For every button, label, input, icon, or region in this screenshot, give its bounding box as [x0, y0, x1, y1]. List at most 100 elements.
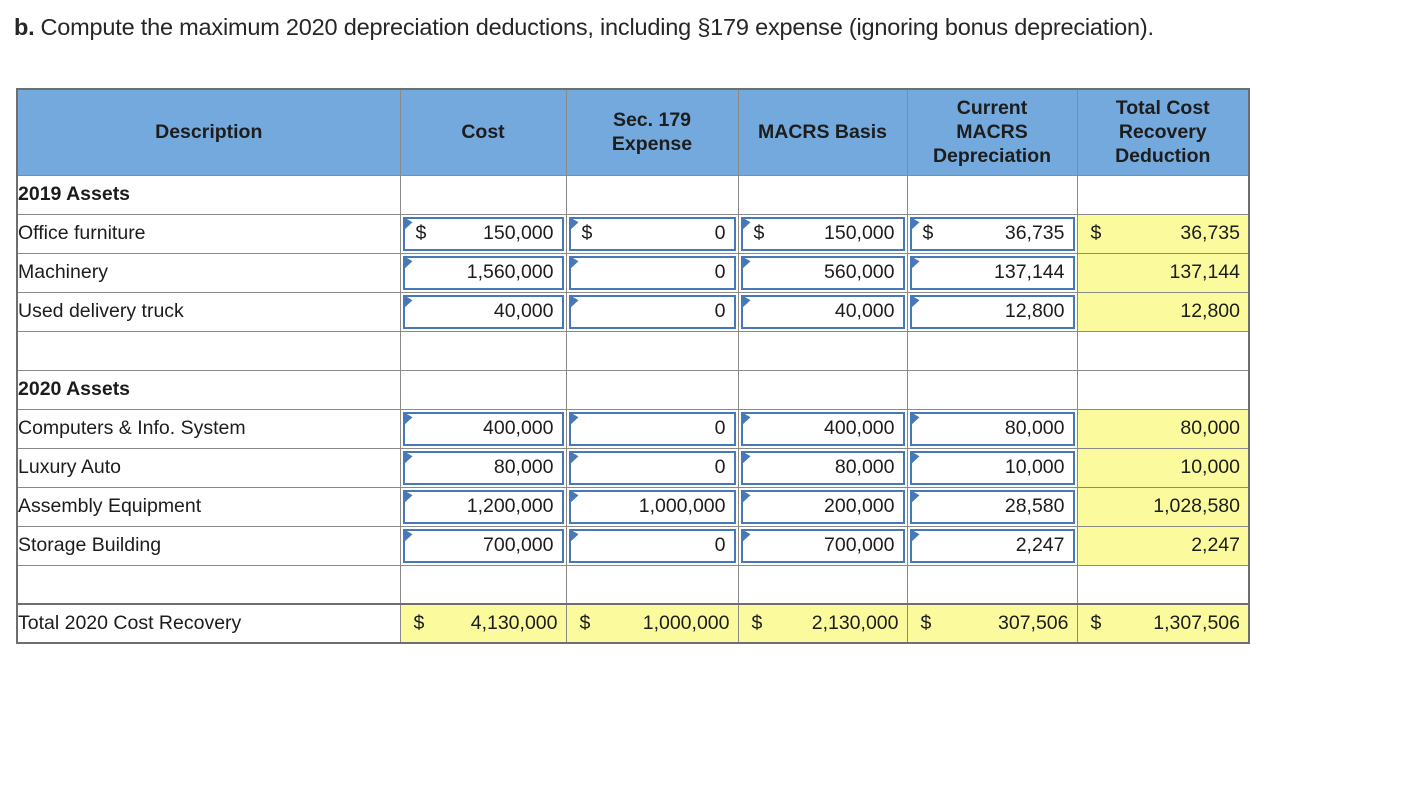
- sec179-expense-input[interactable]: 0: [568, 255, 736, 290]
- cost-input[interactable]: $150,000: [402, 216, 564, 251]
- cell-value: 150,000: [483, 222, 554, 244]
- cell-flag-icon: [402, 294, 413, 310]
- cell-value: 80,000: [834, 456, 895, 478]
- cost-input[interactable]: 1,200,000: [402, 489, 564, 524]
- cell-value: 10,000: [1180, 456, 1240, 478]
- sec179-expense-input[interactable]: 0: [568, 294, 736, 329]
- current-macrs-input[interactable]: 80,000: [909, 411, 1075, 446]
- empty-cell: [737, 564, 908, 605]
- empty-cell: [1076, 369, 1250, 410]
- empty-cell: [737, 330, 908, 371]
- currency-symbol: $: [581, 222, 593, 244]
- cost-input[interactable]: 40,000: [402, 294, 564, 329]
- cell-value: 400,000: [483, 417, 554, 439]
- current-macrs-input[interactable]: $36,735: [909, 216, 1075, 251]
- cell-flag-icon: [740, 294, 751, 310]
- cell-flag-icon: [402, 450, 413, 466]
- col-header-description: Description: [16, 88, 401, 176]
- macrs-basis-input[interactable]: 560,000: [740, 255, 905, 290]
- asset-label: Storage Building: [16, 525, 401, 566]
- cell-flag-icon: [568, 216, 579, 232]
- col-header-sec179-expense: Sec. 179 Expense: [565, 88, 739, 176]
- cell-flag-icon: [909, 450, 920, 466]
- macrs-basis-input[interactable]: 40,000: [740, 294, 905, 329]
- cell-value: 40,000: [493, 300, 554, 322]
- cell-flag-icon: [740, 489, 751, 505]
- section-label: 2020 Assets: [16, 369, 401, 410]
- macrs-basis-input-cell: 200,000: [737, 486, 908, 527]
- currency-symbol: $: [751, 612, 763, 634]
- current-macrs-input[interactable]: 10,000: [909, 450, 1075, 485]
- macrs-basis-input[interactable]: 80,000: [740, 450, 905, 485]
- depreciation-worksheet-table: Description Cost Sec. 179 Expense MACRS …: [16, 88, 1250, 644]
- current-macrs-input[interactable]: 28,580: [909, 489, 1075, 524]
- cell-value: 560,000: [824, 261, 895, 283]
- cell-value: 1,200,000: [466, 495, 554, 517]
- cost-input-cell: 400,000: [399, 408, 567, 449]
- cost-input[interactable]: 400,000: [402, 411, 564, 446]
- sec179-expense-input[interactable]: 0: [568, 528, 736, 563]
- currency-symbol: $: [1090, 612, 1102, 634]
- empty-cell: [565, 174, 739, 215]
- sec179-expense-input-cell: 0: [565, 408, 739, 449]
- cell-flag-icon: [402, 489, 413, 505]
- cell-value: 1,560,000: [466, 261, 554, 283]
- currency-symbol: $: [753, 222, 765, 244]
- col-header-cost: Cost: [399, 88, 567, 176]
- sec179-expense-input-cell: 1,000,000: [565, 486, 739, 527]
- macrs-basis-input[interactable]: 700,000: [740, 528, 905, 563]
- cost-input[interactable]: 80,000: [402, 450, 564, 485]
- macrs-basis-input-cell: 400,000: [737, 408, 908, 449]
- cell-flag-icon: [740, 450, 751, 466]
- section-row: 2019 Assets: [16, 174, 1250, 215]
- total-deduction-cell: 12,800: [1076, 291, 1250, 332]
- macrs-basis-input[interactable]: 200,000: [740, 489, 905, 524]
- cell-value: 700,000: [824, 534, 895, 556]
- current-macrs-input[interactable]: 2,247: [909, 528, 1075, 563]
- cell-flag-icon: [909, 528, 920, 544]
- sec179-expense-input[interactable]: 0: [568, 411, 736, 446]
- cell-flag-icon: [909, 489, 920, 505]
- sec179-expense-input[interactable]: 1,000,000: [568, 489, 736, 524]
- cell-value: 2,247: [1191, 534, 1240, 556]
- total-row-label: Total 2020 Cost Recovery: [16, 603, 401, 644]
- grand-total-deduction-cell: $1,307,506: [1076, 603, 1250, 644]
- macrs-basis-input[interactable]: $150,000: [740, 216, 905, 251]
- cost-input-cell: 80,000: [399, 447, 567, 488]
- data-row: Office furniture $150,000 $0 $150,000 $36,73…: [16, 213, 1250, 254]
- cost-input[interactable]: 1,560,000: [402, 255, 564, 290]
- data-row: Assembly Equipment 1,200,000 1,000,000 200,…: [16, 486, 1250, 527]
- currency-symbol: $: [920, 612, 932, 634]
- macrs-basis-input[interactable]: 400,000: [740, 411, 905, 446]
- cell-value: 10,000: [1004, 456, 1065, 478]
- macrs-basis-input-cell: 560,000: [737, 252, 908, 293]
- currency-symbol: $: [579, 612, 591, 634]
- cell-value: 12,800: [1004, 300, 1065, 322]
- sec179-expense-input-cell: 0: [565, 252, 739, 293]
- macrs-basis-input-cell: $150,000: [737, 213, 908, 254]
- cost-input[interactable]: 700,000: [402, 528, 564, 563]
- cell-value: 28,580: [1004, 495, 1065, 517]
- currency-symbol: $: [415, 222, 427, 244]
- sec179-expense-input[interactable]: 0: [568, 450, 736, 485]
- col-header-macrs-basis: MACRS Basis: [737, 88, 908, 176]
- cell-value: 0: [714, 534, 726, 556]
- cell-value: 12,800: [1180, 300, 1240, 322]
- data-row: Machinery 1,560,000 0 560,000 137,144 137,144: [16, 252, 1250, 293]
- cell-flag-icon: [568, 255, 579, 271]
- cell-value: 1,307,506: [1153, 612, 1240, 634]
- current-macrs-input[interactable]: 12,800: [909, 294, 1075, 329]
- header-row: Description Cost Sec. 179 Expense MACRS …: [16, 88, 1250, 176]
- data-row: Computers & Info. System 400,000 0 400,000 8…: [16, 408, 1250, 449]
- cell-value: 2,247: [1015, 534, 1065, 556]
- cell-value: 400,000: [824, 417, 895, 439]
- empty-cell: [1076, 174, 1250, 215]
- sec179-expense-input-cell: 0: [565, 447, 739, 488]
- cell-value: 0: [714, 456, 726, 478]
- cell-value: 200,000: [824, 495, 895, 517]
- total-sec179-cell: $1,000,000: [565, 603, 739, 644]
- sec179-expense-input[interactable]: $0: [568, 216, 736, 251]
- current-macrs-input[interactable]: 137,144: [909, 255, 1075, 290]
- cell-flag-icon: [909, 216, 920, 232]
- empty-cell: [1076, 330, 1250, 371]
